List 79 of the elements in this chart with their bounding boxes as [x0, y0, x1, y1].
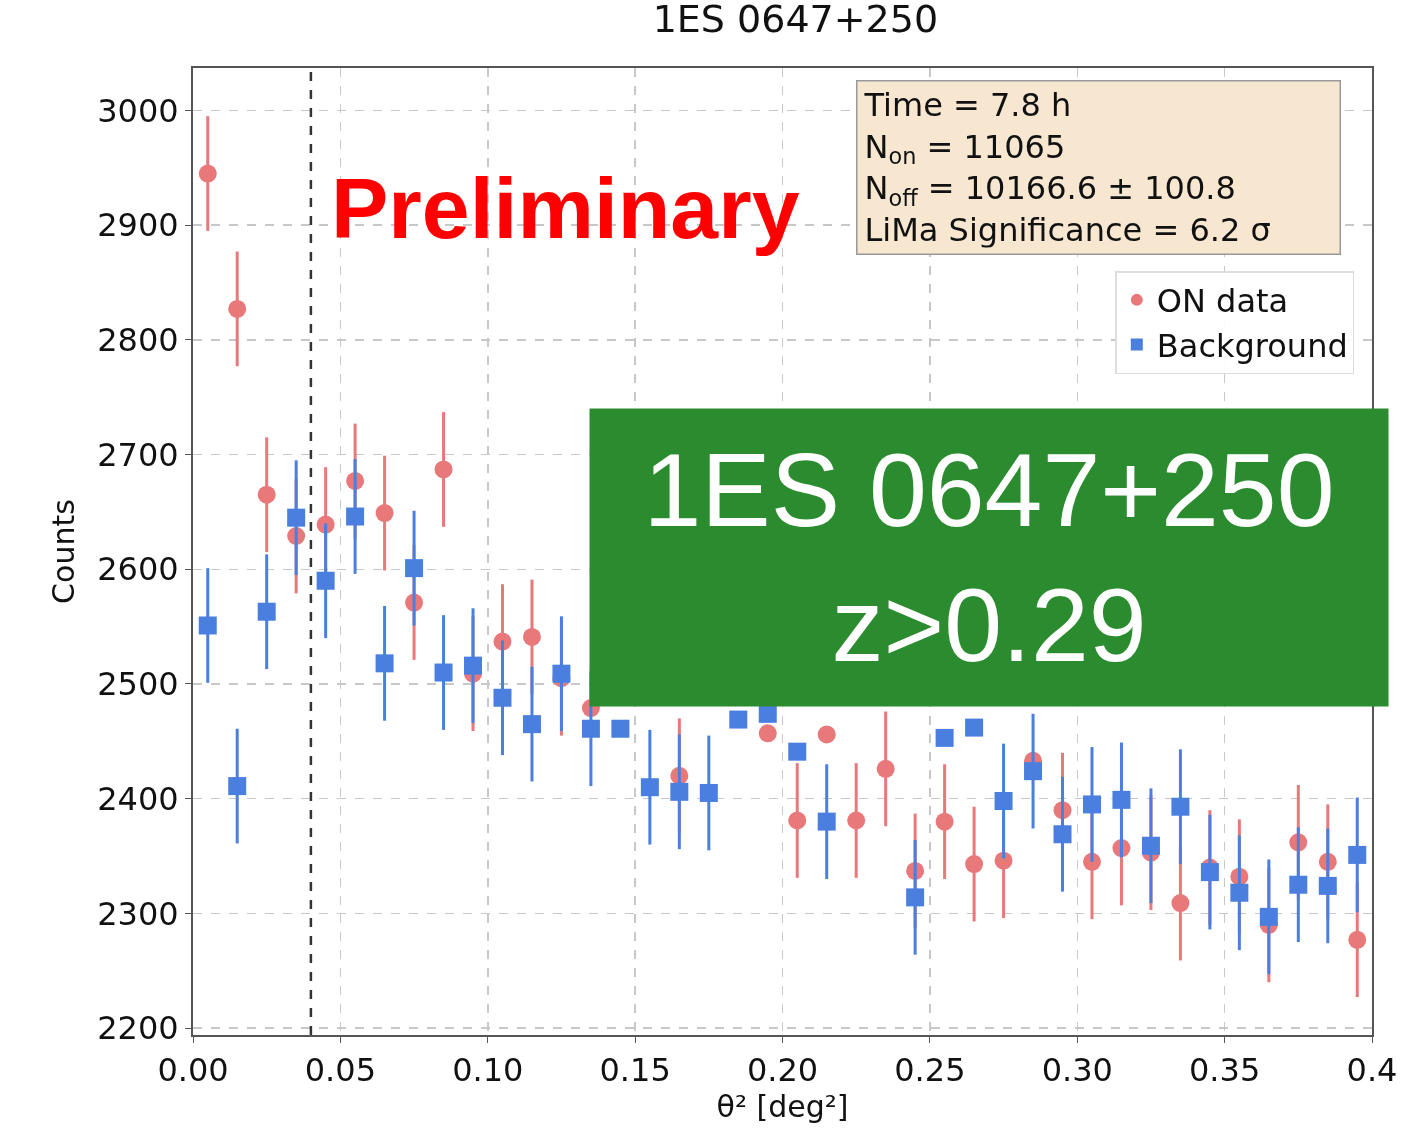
point — [375, 504, 394, 523]
point — [316, 571, 335, 590]
x-tick-label: 0.15 — [599, 1051, 671, 1090]
point — [434, 460, 453, 479]
x-axis-title: θ² [deg²] — [716, 1089, 849, 1125]
y-tick-label: 3000 — [97, 91, 179, 130]
point — [1024, 762, 1043, 781]
point — [1289, 875, 1308, 894]
point — [788, 811, 807, 830]
point — [1200, 863, 1219, 882]
x-tick-label: 0.35 — [1189, 1051, 1261, 1090]
point — [1082, 795, 1101, 814]
y-tick-label: 2700 — [97, 435, 179, 474]
y-tick-label: 2500 — [97, 665, 179, 704]
legend-label: Background — [1156, 326, 1348, 365]
point — [965, 718, 984, 737]
point — [847, 811, 866, 830]
chart-title: 1ES 0647+250 — [652, 0, 939, 42]
point — [1318, 876, 1337, 895]
x-tick-label: 0.05 — [304, 1051, 377, 1090]
point — [1348, 930, 1367, 949]
x-tick-label: 0.25 — [894, 1051, 966, 1090]
y-tick-label: 2300 — [97, 894, 179, 933]
point — [434, 663, 453, 682]
annotation: Time = 7.8 h N$_{on}$ = 11065 N$_{off}$ = 10166.6 ± 100.8 LiMa Significance = 6.2 σ — [863, 86, 1271, 249]
point — [228, 777, 247, 796]
point — [817, 812, 836, 831]
point — [994, 791, 1013, 810]
point — [522, 627, 541, 646]
point — [581, 719, 600, 738]
point — [1230, 883, 1249, 902]
point — [464, 656, 483, 675]
point — [346, 507, 365, 526]
point — [611, 719, 630, 738]
point — [935, 812, 954, 831]
x-tick-label: 0.20 — [746, 1051, 819, 1090]
x-tick-label: 0.4 — [1346, 1051, 1398, 1090]
y-tick-label: 2400 — [97, 779, 179, 818]
x-tick-label: 0.30 — [1041, 1051, 1113, 1090]
x-tick-label: 0.00 — [157, 1051, 229, 1090]
point — [788, 742, 807, 761]
point — [375, 654, 394, 673]
point — [522, 715, 541, 734]
point — [1259, 907, 1278, 926]
point — [817, 725, 836, 744]
point — [287, 508, 306, 527]
point — [198, 616, 217, 635]
point — [729, 710, 748, 729]
point — [1171, 894, 1190, 913]
point — [906, 888, 925, 907]
point — [670, 782, 689, 801]
point — [257, 602, 276, 621]
point — [758, 724, 777, 743]
point — [935, 728, 954, 747]
legend-label: ON data — [1156, 282, 1289, 321]
point — [1053, 825, 1072, 844]
point — [876, 759, 895, 778]
point — [994, 851, 1013, 870]
point — [699, 783, 718, 802]
y-tick-label: 2800 — [97, 321, 179, 360]
annotation: Preliminary — [331, 160, 800, 256]
point — [1141, 836, 1160, 855]
point — [198, 164, 217, 183]
y-tick-label: 2200 — [97, 1009, 179, 1048]
point — [1171, 797, 1190, 816]
point — [965, 855, 984, 874]
point — [493, 688, 512, 707]
y-axis-title: Counts — [45, 499, 81, 604]
x-tick-label: 0.10 — [452, 1051, 524, 1090]
point — [405, 559, 424, 578]
y-tick-label: 2600 — [97, 550, 179, 589]
point — [640, 778, 659, 797]
annotation: 1ES 0647+250 z>0.29 — [643, 431, 1335, 684]
point — [1112, 790, 1131, 809]
point — [552, 664, 571, 683]
point — [257, 485, 276, 504]
point — [228, 299, 247, 318]
point — [1348, 845, 1367, 864]
y-tick-label: 2900 — [97, 206, 179, 245]
